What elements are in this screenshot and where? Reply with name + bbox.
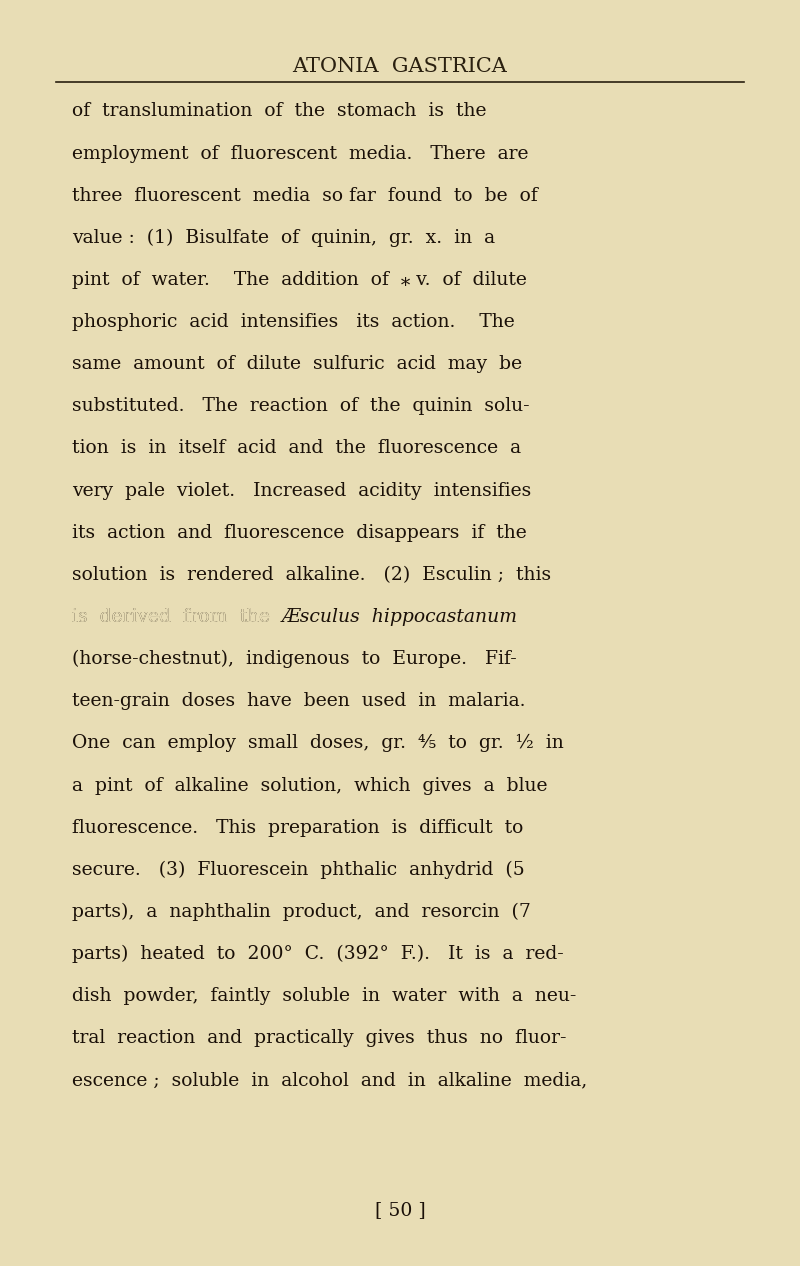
Text: secure.   (3)  Fluorescein  phthalic  anhydrid  (5: secure. (3) Fluorescein phthalic anhydri… <box>72 861 525 879</box>
Text: (horse-chestnut),  indigenous  to  Europe.   Fif-: (horse-chestnut), indigenous to Europe. … <box>72 649 517 668</box>
Text: is  derived  from  the: is derived from the <box>72 608 282 625</box>
Text: same  amount  of  dilute  sulfuric  acid  may  be: same amount of dilute sulfuric acid may … <box>72 356 522 373</box>
Text: One  can  employ  small  doses,  gr.  ⅘  to  gr.  ½  in: One can employ small doses, gr. ⅘ to gr.… <box>72 734 564 752</box>
Text: [ 50 ]: [ 50 ] <box>374 1201 426 1219</box>
Text: a  pint  of  alkaline  solution,  which  gives  a  blue: a pint of alkaline solution, which gives… <box>72 776 547 795</box>
Text: teen-grain  doses  have  been  used  in  malaria.: teen-grain doses have been used in malar… <box>72 693 526 710</box>
Text: dish  powder,  faintly  soluble  in  water  with  a  neu-: dish powder, faintly soluble in water wi… <box>72 987 576 1005</box>
Text: tral  reaction  and  practically  gives  thus  no  fluor-: tral reaction and practically gives thus… <box>72 1029 566 1047</box>
Text: phosphoric  acid  intensifies   its  action.    The: phosphoric acid intensifies its action. … <box>72 313 514 332</box>
Text: Æsculus  hippocastanum: Æsculus hippocastanum <box>282 608 518 625</box>
Text: employment  of  fluorescent  media.   There  are: employment of fluorescent media. There a… <box>72 144 529 162</box>
Text: its  action  and  fluorescence  disappears  if  the: its action and fluorescence disappears i… <box>72 524 526 542</box>
Text: tion  is  in  itself  acid  and  the  fluorescence  a: tion is in itself acid and the fluoresce… <box>72 439 521 457</box>
Text: is  derived  from  the: is derived from the <box>72 608 282 625</box>
Text: parts)  heated  to  200°  C.  (392°  F.).   It  is  a  red-: parts) heated to 200° C. (392° F.). It i… <box>72 944 564 963</box>
Text: pint  of  water.    The  addition  of  ⁎ v.  of  dilute: pint of water. The addition of ⁎ v. of d… <box>72 271 527 289</box>
Text: fluorescence.   This  preparation  is  difficult  to: fluorescence. This preparation is diffic… <box>72 819 523 837</box>
Text: three  fluorescent  media  so far  found  to  be  of: three fluorescent media so far found to … <box>72 186 538 205</box>
Text: parts),  a  naphthalin  product,  and  resorcin  (7: parts), a naphthalin product, and resorc… <box>72 903 531 922</box>
Text: of  translumination  of  the  stomach  is  the: of translumination of the stomach is the <box>72 103 486 120</box>
Text: ATONIA  GASTRICA: ATONIA GASTRICA <box>293 57 507 76</box>
Text: very  pale  violet.   Increased  acidity  intensifies: very pale violet. Increased acidity inte… <box>72 481 531 500</box>
Text: escence ;  soluble  in  alcohol  and  in  alkaline  media,: escence ; soluble in alcohol and in alka… <box>72 1071 587 1090</box>
Text: value :  (1)  Bisulfate  of  quinin,  gr.  x.  in  a: value : (1) Bisulfate of quinin, gr. x. … <box>72 229 495 247</box>
Text: solution  is  rendered  alkaline.   (2)  Esculin ;  this: solution is rendered alkaline. (2) Escul… <box>72 566 551 584</box>
Text: substituted.   The  reaction  of  the  quinin  solu-: substituted. The reaction of the quinin … <box>72 398 530 415</box>
